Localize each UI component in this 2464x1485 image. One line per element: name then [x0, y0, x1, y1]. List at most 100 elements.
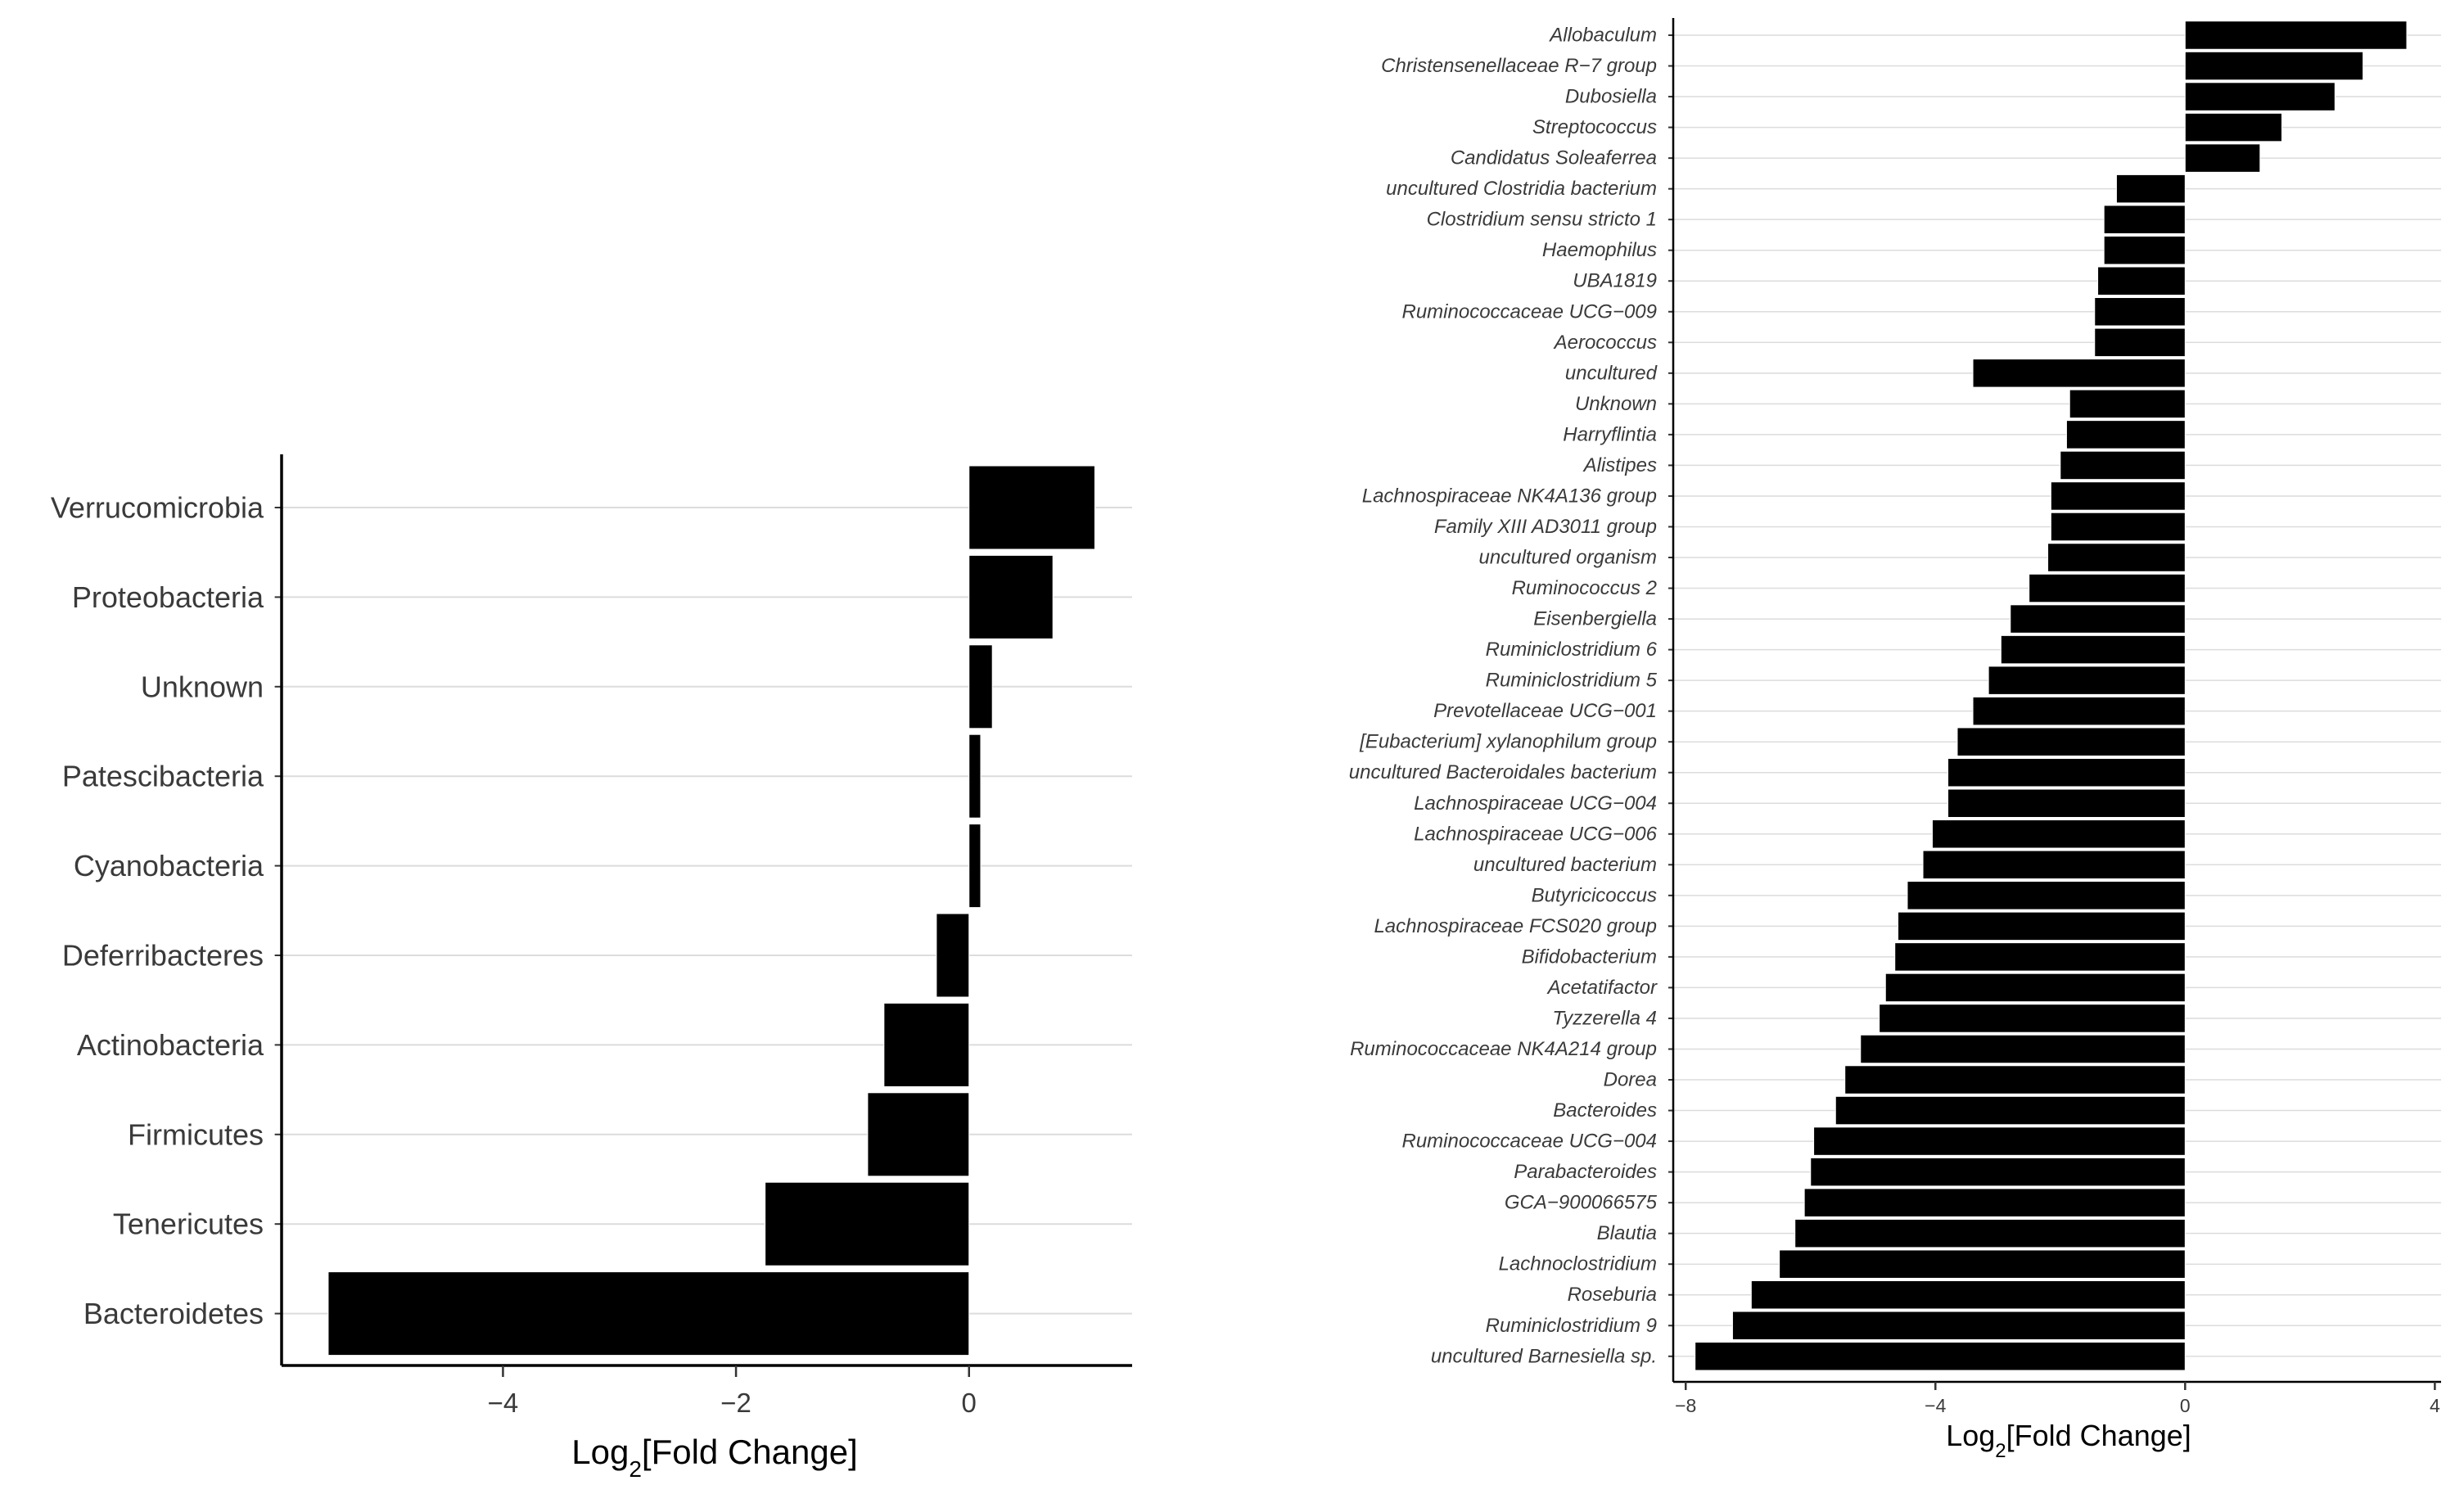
left-label-verrucomicrobia: Verrucomicrobia — [51, 491, 264, 525]
right-bar-bifidobacterium — [1894, 942, 2186, 972]
right-bar-prevotellaceae-ucg-001 — [1972, 696, 2186, 726]
right-bar-family-xiii-ad3011-group — [2050, 512, 2186, 542]
right-bar-lachnospiraceae-ucg-006 — [1931, 819, 2186, 849]
right-label-uncultured: uncultured — [1565, 362, 1658, 384]
right-bar-aerococcus — [2094, 327, 2186, 358]
left-label-tenericutes: Tenericutes — [113, 1207, 264, 1241]
genus-fold-change-chart: Allobaculum Christensenellaceae R−7 group… — [1349, 18, 2441, 1462]
phylum-fold-change-chart: Verrucomicrobia Proteobacteria Unknown Pate… — [51, 454, 1132, 1482]
left-axes — [274, 454, 1132, 1367]
left-bar-patescibacteria — [968, 733, 982, 819]
right-label-uncultured-barnesiella-sp: uncultured Barnesiella sp. — [1431, 1345, 1657, 1367]
left-bar-verrucomicrobia — [968, 465, 1095, 550]
right-bar-allobaculum — [2184, 20, 2408, 50]
right-label-prevotellaceae-ucg-001: Prevotellaceae UCG−001 — [1433, 700, 1657, 722]
right-bar-blautia — [1794, 1218, 2186, 1248]
left-x-ticks: −4 −2 0 — [488, 1365, 977, 1418]
right-label-lachnospiraceae-ucg-004: Lachnospiraceae UCG−004 — [1414, 792, 1657, 815]
right-label-uba1819: UBA1819 — [1573, 270, 1657, 292]
right-bar-lachnospiraceae-fcs020-group — [1898, 911, 2186, 941]
right-category-labels: Allobaculum Christensenellaceae R−7 group… — [1349, 25, 1658, 1368]
right-label-uncultured-organism: uncultured organism — [1479, 547, 1657, 569]
left-category-labels: Verrucomicrobia Proteobacteria Unknown Pate… — [51, 491, 264, 1331]
right-bar-haemophilus — [2103, 235, 2186, 265]
right-label-butyricicoccus: Butyricicoccus — [1532, 884, 1657, 906]
right-label-ruminiclostridium-5: Ruminiclostridium 5 — [1486, 670, 1658, 692]
right-bar-alistipes — [2060, 450, 2186, 481]
right-label-uncultured-bacterium: uncultured bacterium — [1473, 854, 1657, 876]
right-bar-clostridium-sensu-stricto-1 — [2103, 205, 2186, 234]
right-bar-unknown — [2069, 389, 2186, 419]
right-axes — [1668, 18, 2441, 1383]
right-label-ruminococcus-2: Ruminococcus 2 — [1512, 577, 1657, 599]
right-bar-acetatifactor — [1884, 973, 2186, 1003]
right-bar-harryflintia — [2065, 420, 2186, 449]
right-label-ruminiclostridium-6: Ruminiclostridium 6 — [1486, 639, 1658, 661]
right-bar-butyricicoccus — [1907, 881, 2186, 910]
left-bar-deferribacteres — [936, 913, 970, 998]
left-label-actinobacteria: Actinobacteria — [77, 1028, 264, 1062]
left-x-tick-label-2: 0 — [962, 1388, 977, 1418]
right-bar-parabacteroides — [1810, 1157, 2186, 1187]
right-bar-ruminiclostridium-6 — [2000, 634, 2186, 665]
right-x-tick-label-1: −4 — [1925, 1395, 1946, 1416]
right-label-tyzzerella-4: Tyzzerella 4 — [1552, 1007, 1657, 1029]
right-bar-eisenbergiella — [2010, 604, 2186, 634]
left-bar-tenericutes — [765, 1181, 970, 1266]
left-x-tick-label-1: −2 — [720, 1388, 751, 1418]
right-bar-ruminococcaceae-nk4a214-group — [1860, 1034, 2186, 1064]
right-bar-roseburia — [1750, 1280, 2186, 1310]
right-label-family-xiii-ad3011-group: Family XIII AD3011 group — [1434, 516, 1657, 538]
left-label-unknown: Unknown — [141, 670, 264, 703]
right-bar-dubosiella — [2184, 82, 2335, 111]
left-bar-firmicutes — [867, 1092, 970, 1177]
right-label-parabacteroides: Parabacteroides — [1514, 1161, 1657, 1183]
right-bar-ruminiclostridium-9 — [1731, 1311, 2186, 1341]
right-bar-dorea — [1844, 1065, 2186, 1095]
right-label-ruminococcaceae-ucg-009: Ruminococcaceae UCG−009 — [1402, 300, 1658, 323]
right-bar-uncultured-bacterium — [1922, 850, 2186, 880]
right-bar-eubacterium-xylanophilum-group — [1956, 727, 2186, 756]
left-label-deferribacteres: Deferribacteres — [62, 939, 264, 973]
right-label-lachnoclostridium: Lachnoclostridium — [1499, 1253, 1657, 1275]
right-label-allobaculum: Allobaculum — [1548, 25, 1657, 47]
right-x-axis-title: Log2[Fold Change] — [1946, 1419, 2191, 1462]
right-label-ruminococcaceae-nk4a214-group: Ruminococcaceae NK4A214 group — [1350, 1038, 1657, 1060]
left-x-axis-title: Log2[Fold Change] — [571, 1433, 858, 1482]
left-label-bacteroidetes: Bacteroidetes — [83, 1297, 264, 1330]
right-bars — [1695, 20, 2408, 1371]
right-bar-uncultured — [1972, 359, 2186, 388]
left-label-patescibacteria: Patescibacteria — [62, 760, 264, 793]
left-x-tick-label-0: −4 — [488, 1388, 519, 1418]
right-x-ticks: −8 −4 0 4 — [1675, 1382, 2440, 1416]
right-label-dubosiella: Dubosiella — [1565, 86, 1657, 108]
right-label-acetatifactor: Acetatifactor — [1546, 977, 1658, 999]
right-label-unknown: Unknown — [1575, 393, 1657, 415]
right-bar-uncultured-organism — [2047, 543, 2186, 572]
right-label-christensenellaceae-r-7-group: Christensenellaceae R−7 group — [1381, 55, 1657, 77]
right-label-dorea: Dorea — [1604, 1069, 1657, 1091]
left-label-proteobacteria: Proteobacteria — [72, 580, 264, 614]
right-label-eubacterium-xylanophilum-group: [Eubacterium] xylanophilum group — [1359, 731, 1657, 753]
right-label-eisenbergiella: Eisenbergiella — [1533, 608, 1657, 630]
right-label-lachnospiraceae-fcs020-group: Lachnospiraceae FCS020 group — [1374, 915, 1657, 937]
left-bar-proteobacteria — [968, 554, 1054, 639]
left-bar-cyanobacteria — [968, 824, 982, 909]
right-label-bifidobacterium: Bifidobacterium — [1522, 946, 1657, 968]
right-label-uncultured-bacteroidales-bacterium: uncultured Bacteroidales bacterium — [1349, 761, 1657, 783]
right-label-alistipes: Alistipes — [1582, 454, 1657, 476]
right-label-ruminiclostridium-9: Ruminiclostridium 9 — [1486, 1315, 1657, 1337]
left-bar-unknown — [968, 644, 993, 729]
right-label-lachnospiraceae-ucg-006: Lachnospiraceae UCG−006 — [1414, 823, 1658, 845]
right-bar-uncultured-bacteroidales-bacterium — [1947, 757, 2186, 788]
right-label-ruminococcaceae-ucg-004: Ruminococcaceae UCG−004 — [1402, 1131, 1658, 1153]
right-bar-christensenellaceae-r-7-group — [2184, 51, 2364, 81]
right-bar-streptococcus — [2184, 112, 2283, 142]
right-bar-candidatus-soleaferrea — [2184, 143, 2261, 173]
right-bar-uncultured-clostridia-bacterium — [2115, 174, 2186, 204]
right-bar-gca-900066575 — [1803, 1188, 2186, 1217]
right-label-blautia: Blautia — [1597, 1222, 1657, 1244]
right-label-uncultured-clostridia-bacterium: uncultured Clostridia bacterium — [1386, 178, 1657, 200]
left-label-cyanobacteria: Cyanobacteria — [74, 849, 264, 882]
